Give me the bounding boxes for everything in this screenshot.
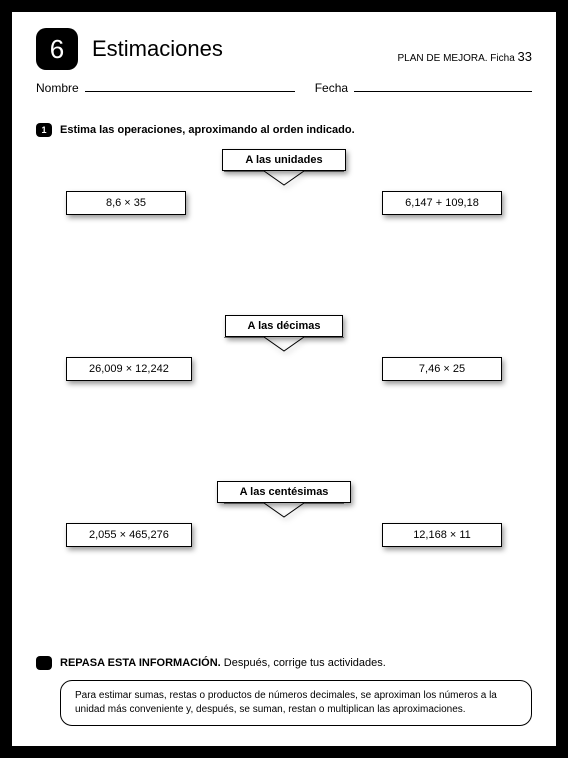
section-label-wrap: A las centésimas (36, 481, 532, 503)
header-left: 6 Estimaciones (36, 28, 223, 70)
exercise-instruction: Estima las operaciones, aproximando al o… (60, 124, 355, 136)
header: 6 Estimaciones PLAN DE MEJORA. Ficha 33 (36, 28, 532, 70)
plan-label: PLAN DE MEJORA. Ficha 33 (398, 49, 533, 64)
operation-box-right: 7,46 × 25 (382, 357, 502, 381)
name-date-fields: Nombre Fecha (36, 80, 532, 95)
operations-row: 8,6 × 35 6,147 + 109,18 (36, 191, 532, 215)
operation-box-left: 8,6 × 35 (66, 191, 186, 215)
section-label: A las centésimas (217, 481, 352, 503)
unit-number-badge: 6 (36, 28, 78, 70)
review-title-bold: REPASA ESTA INFORMACIÓN. (60, 657, 221, 669)
sections-container: A las unidades8,6 × 356,147 + 109,18A la… (36, 149, 532, 547)
fecha-field: Fecha (315, 80, 532, 95)
fecha-line (354, 80, 532, 92)
page-title: Estimaciones (92, 36, 223, 62)
section: A las décimas 26,009 × 12,242 7,46 × 25 (36, 315, 532, 381)
review-title-rest: Después, corrige tus actividades. (221, 657, 386, 669)
connector-icon (36, 503, 532, 521)
nombre-line (85, 80, 295, 92)
worksheet-page: 6 Estimaciones PLAN DE MEJORA. Ficha 33 … (12, 12, 556, 746)
plan-number: 33 (518, 49, 532, 64)
plan-text: PLAN DE MEJORA. Ficha (398, 53, 518, 64)
section-label-wrap: A las unidades (36, 149, 532, 171)
exercise-number-badge: 1 (36, 123, 52, 137)
operation-box-right: 6,147 + 109,18 (382, 191, 502, 215)
exercise-header: 1 Estima las operaciones, aproximando al… (36, 123, 532, 137)
operations-row: 26,009 × 12,242 7,46 × 25 (36, 357, 532, 381)
connector-icon (36, 337, 532, 355)
review-title: REPASA ESTA INFORMACIÓN. Después, corrig… (60, 657, 386, 669)
nombre-label: Nombre (36, 81, 79, 95)
operation-box-left: 26,009 × 12,242 (66, 357, 192, 381)
review-badge-icon (36, 656, 52, 670)
operations-row: 2,055 × 465,276 12,168 × 11 (36, 523, 532, 547)
fecha-label: Fecha (315, 81, 348, 95)
operation-box-right: 12,168 × 11 (382, 523, 502, 547)
exercise-block: 1 Estima las operaciones, aproximando al… (36, 123, 532, 547)
review-header: REPASA ESTA INFORMACIÓN. Después, corrig… (36, 656, 532, 670)
connector-icon (36, 171, 532, 189)
review-block: REPASA ESTA INFORMACIÓN. Después, corrig… (36, 656, 532, 726)
section-label: A las unidades (222, 149, 345, 171)
section-label-wrap: A las décimas (36, 315, 532, 337)
section-label: A las décimas (225, 315, 344, 337)
nombre-field: Nombre (36, 80, 295, 95)
review-info-box: Para estimar sumas, restas o productos d… (60, 680, 532, 726)
section: A las unidades 8,6 × 35 6,147 + 109,18 (36, 149, 532, 215)
operation-box-left: 2,055 × 465,276 (66, 523, 192, 547)
section: A las centésimas 2,055 × 465,276 12,168 × … (36, 481, 532, 547)
